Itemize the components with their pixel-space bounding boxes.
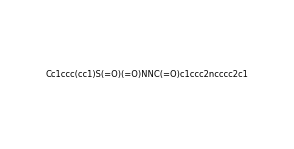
Text: Cc1ccc(cc1)S(=O)(=O)NNC(=O)c1ccc2ncccc2c1: Cc1ccc(cc1)S(=O)(=O)NNC(=O)c1ccc2ncccc2c… <box>46 70 248 79</box>
